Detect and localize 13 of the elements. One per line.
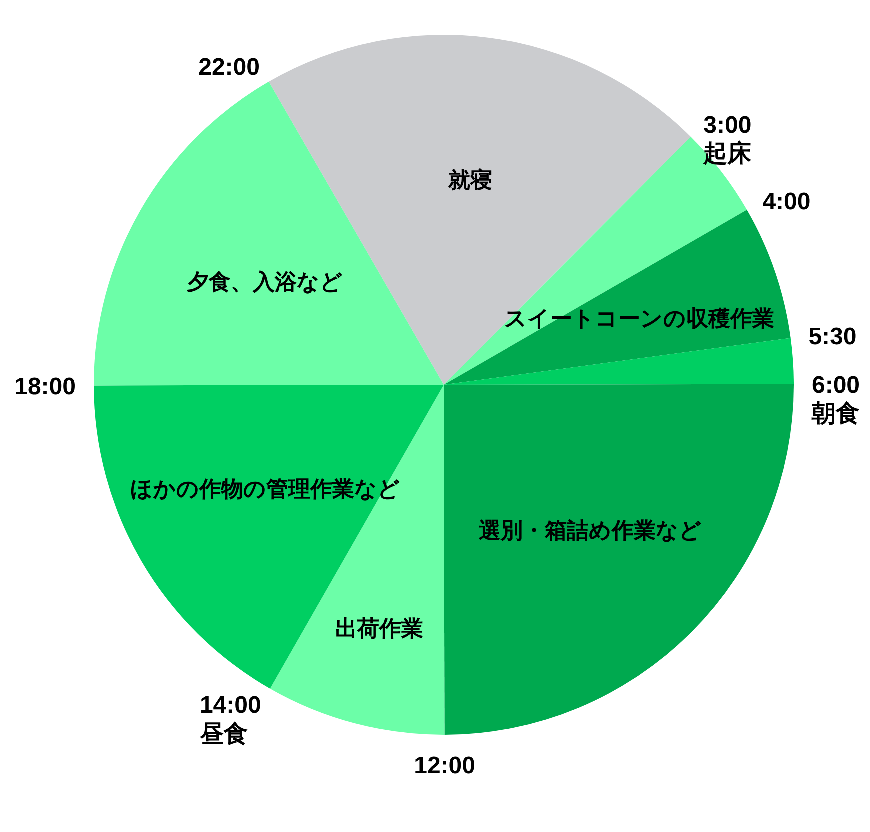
time-label: 18:00 [14, 373, 76, 400]
time-label: 5:30 [808, 323, 857, 350]
time-label: 12:00 [414, 752, 476, 780]
slice-label: 出荷作業 [336, 616, 424, 642]
time-label: 22:00 [198, 54, 260, 81]
time-label: 14:00 昼食 [200, 692, 262, 748]
slice-label: 就寝 [448, 168, 493, 193]
slice-label: 選別・箱詰め作業など [478, 518, 702, 544]
time-label: 4:00 [762, 188, 811, 216]
slice-label: 夕食、入浴など [187, 269, 344, 294]
slice-label: ほかの作物の管理作業など [130, 476, 400, 502]
time-label: 3:00 起床 [704, 112, 752, 168]
time-label: 6:00 朝食 [812, 372, 860, 428]
